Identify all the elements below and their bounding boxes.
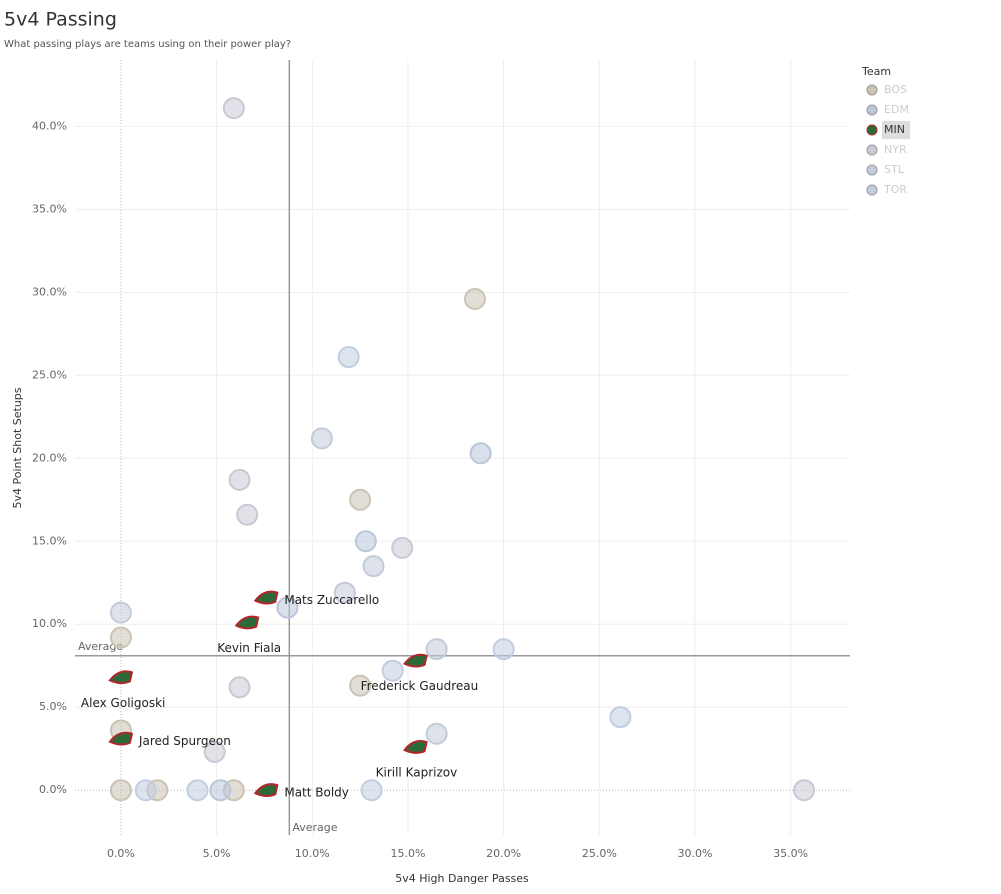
point <box>186 779 209 802</box>
point <box>108 731 134 746</box>
point <box>469 442 492 465</box>
y-tick-label: 35.0% <box>32 202 67 215</box>
point <box>236 503 259 526</box>
y-tick-label: 0.0% <box>39 783 67 796</box>
y-tick-label: 20.0% <box>32 451 67 464</box>
x-tick-label: 25.0% <box>582 847 617 860</box>
point <box>228 676 251 699</box>
x-tick-label: 10.0% <box>295 847 330 860</box>
x-tick-label: 15.0% <box>390 847 425 860</box>
point <box>425 638 448 661</box>
point-label: Alex Goligoski <box>81 696 165 710</box>
point <box>360 779 383 802</box>
point <box>134 779 157 802</box>
point-label: Jared Spurgeon <box>138 734 231 748</box>
point <box>108 670 134 685</box>
x-tick-label: 5.0% <box>203 847 231 860</box>
point <box>403 740 428 754</box>
point-label: Matt Boldy <box>284 786 349 800</box>
legend-swatch <box>866 144 878 156</box>
point-label: Mats Zuccarello <box>284 593 379 607</box>
point <box>362 555 385 578</box>
y-tick-label: 30.0% <box>32 285 67 298</box>
legend-label: NYR <box>884 143 907 156</box>
legend-label: EDM <box>884 103 909 116</box>
point <box>333 581 356 604</box>
point <box>354 530 377 553</box>
y-tick-label: 10.0% <box>32 617 67 630</box>
legend-title: Team <box>861 65 891 78</box>
x-tick-label: 0.0% <box>107 847 135 860</box>
y-tick-label: 25.0% <box>32 368 67 381</box>
point <box>793 779 816 802</box>
point-label: Kevin Fiala <box>217 641 281 655</box>
point-label: Kirill Kaprizov <box>376 766 458 780</box>
point <box>425 722 448 745</box>
legend-swatch <box>866 184 878 196</box>
y-tick-label: 40.0% <box>32 119 67 132</box>
x-tick-label: 20.0% <box>486 847 521 860</box>
point <box>109 779 132 802</box>
x-axis-label: 5v4 High Danger Passes <box>395 872 529 885</box>
reference-label: Average <box>292 821 337 834</box>
chart-subtitle: What passing plays are teams using on th… <box>4 39 291 50</box>
legend-swatch <box>866 104 878 116</box>
y-tick-label: 5.0% <box>39 700 67 713</box>
point <box>337 346 360 369</box>
point <box>349 674 372 697</box>
legend-highlight <box>882 121 910 139</box>
point <box>609 706 632 729</box>
y-axis-label: 5v4 Point Shot Setups <box>11 387 24 508</box>
point <box>492 638 515 661</box>
point <box>234 615 260 630</box>
legend-label: BOS <box>884 83 907 96</box>
point <box>209 779 232 802</box>
point <box>463 287 486 310</box>
chart-title: 5v4 Passing <box>4 9 117 31</box>
point <box>109 626 132 649</box>
point <box>403 653 428 668</box>
x-tick-label: 35.0% <box>773 847 808 860</box>
y-tick-label: 15.0% <box>32 534 67 547</box>
point <box>310 427 333 450</box>
legend-label: STL <box>884 163 905 176</box>
point <box>381 659 404 682</box>
point <box>253 590 279 605</box>
x-tick-label: 30.0% <box>678 847 713 860</box>
point <box>109 601 132 624</box>
point <box>228 468 251 491</box>
point <box>349 488 372 511</box>
point <box>391 536 414 559</box>
point-label: Frederick Gaudreau <box>361 679 479 693</box>
legend-label: TOR <box>883 183 907 196</box>
legend-swatch <box>866 84 878 96</box>
point <box>253 783 279 797</box>
point <box>222 97 245 120</box>
legend-swatch <box>866 164 878 176</box>
legend-label: MIN <box>884 123 905 136</box>
point <box>203 741 226 764</box>
legend-swatch <box>866 124 878 136</box>
point <box>276 596 299 619</box>
